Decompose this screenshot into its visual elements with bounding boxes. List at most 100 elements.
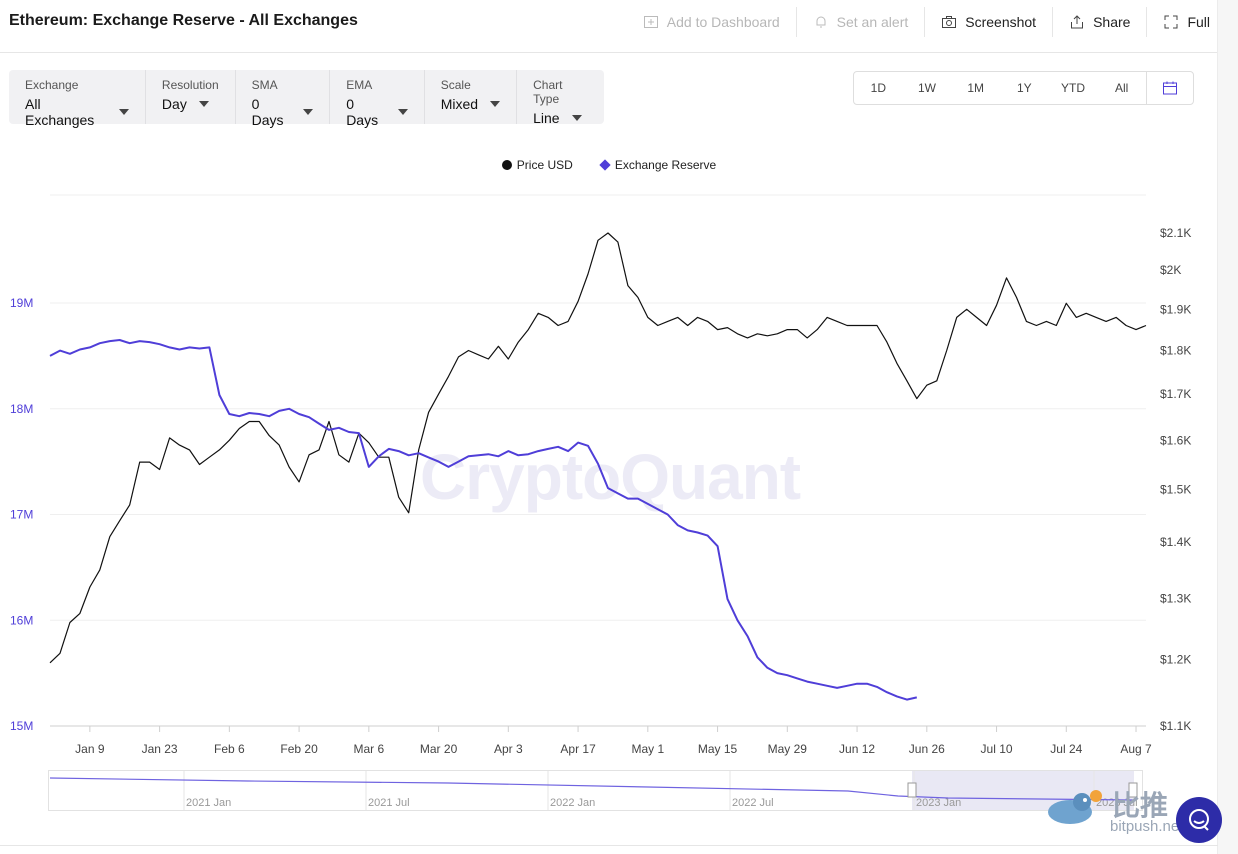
- filter-value: All Exchanges: [25, 96, 95, 128]
- filter-value: 0 Days: [346, 96, 379, 128]
- add-to-dashboard-button[interactable]: Add to Dashboard: [627, 7, 797, 37]
- y-right-tick-label: $2K: [1160, 263, 1181, 277]
- chat-button[interactable]: [1176, 797, 1222, 843]
- x-tick-label: Feb 6: [214, 742, 245, 756]
- circle-marker-icon: [501, 160, 512, 170]
- navigator-series-line: [49, 777, 1134, 801]
- navigator-label: 2022 Jan: [550, 797, 595, 809]
- x-tick-label: Mar 20: [420, 742, 458, 756]
- y-left-tick-label: 19M: [10, 296, 33, 310]
- y-right-tick-label: $1.4K: [1160, 535, 1191, 549]
- page-scrollbar[interactable]: [1217, 0, 1238, 854]
- exchange-reserve-line: [49, 339, 918, 701]
- y-right-tick-label: $2.1K: [1160, 226, 1191, 240]
- caret-down-icon: [571, 115, 582, 121]
- filter-value: 0 Days: [251, 96, 284, 128]
- set-alert-button[interactable]: Set an alert: [797, 7, 926, 37]
- navigator-left-handle[interactable]: [907, 782, 917, 798]
- y-right-tick-label: $1.1K: [1160, 719, 1191, 733]
- chart-area: 15M 16M 17M 18M 19M $1.1K $1.2K $1.3K $1.4K $1.5K…: [10, 194, 1191, 756]
- share-label: Share: [1093, 14, 1131, 30]
- navigator-label: 2023 Jan: [916, 797, 961, 809]
- filter-label: SMA: [251, 78, 278, 92]
- fullscreen-button[interactable]: Full: [1147, 7, 1218, 37]
- caret-down-icon: [490, 101, 501, 107]
- y-right-tick-label: $1.2K: [1160, 653, 1191, 667]
- x-tick-label: Jul 24: [1050, 742, 1082, 756]
- y-right-tick-label: $1.7K: [1160, 387, 1191, 401]
- y-left-tick-label: 18M: [10, 402, 33, 416]
- navigator-right-handle[interactable]: [1128, 782, 1138, 798]
- range-all-button[interactable]: All: [1115, 81, 1129, 95]
- share-button[interactable]: Share: [1053, 7, 1148, 37]
- filter-bar: Exchange All Exchanges Resolution Day SM…: [9, 70, 604, 128]
- x-tick-label: Apr 3: [494, 742, 523, 756]
- filter-scale[interactable]: Scale Mixed: [425, 70, 518, 124]
- filter-ema[interactable]: EMA 0 Days: [330, 70, 425, 128]
- screenshot-button[interactable]: Screenshot: [925, 7, 1054, 37]
- filter-resolution[interactable]: Resolution Day: [146, 70, 236, 124]
- y-right-tick-label: $1.9K: [1160, 302, 1191, 316]
- y-left-tick-label: 15M: [10, 719, 33, 733]
- filter-label: Scale: [440, 78, 471, 92]
- filter-chart-type[interactable]: Chart Type Line: [517, 70, 604, 126]
- range-ytd-button[interactable]: YTD: [1061, 81, 1086, 95]
- caret-down-icon: [397, 109, 408, 115]
- calendar-icon: [1163, 81, 1178, 95]
- diamond-marker-icon: [599, 159, 611, 171]
- range-1m-button[interactable]: 1M: [967, 81, 985, 95]
- filter-label: Chart Type: [533, 78, 563, 106]
- range-navigator[interactable]: 2021 Jan 2021 Jul 2022 Jan 2022 Jul 2023 Jan…: [48, 770, 1143, 812]
- legend-item-price[interactable]: Price USD: [501, 158, 573, 172]
- filter-value: Line: [533, 110, 560, 126]
- set-alert-label: Set an alert: [836, 14, 909, 30]
- legend-label: Price USD: [516, 158, 573, 172]
- x-tick-label: Jan 23: [142, 742, 178, 756]
- y-left-tick-label: 16M: [10, 613, 33, 627]
- y-left-tick-label: 17M: [10, 508, 33, 522]
- calendar-button[interactable]: [1146, 72, 1193, 104]
- range-1d-button[interactable]: 1D: [870, 81, 886, 95]
- navigator-label: 2021 Jan: [186, 797, 231, 809]
- y-right-tick-label: $1.8K: [1160, 344, 1191, 358]
- divider: [0, 845, 1218, 846]
- fullscreen-label: Full: [1187, 14, 1210, 30]
- filter-exchange[interactable]: Exchange All Exchanges: [9, 70, 146, 128]
- share-icon: [1071, 15, 1084, 29]
- filter-label: Exchange: [25, 78, 79, 92]
- page-title: Ethereum: Exchange Reserve - All Exchang…: [9, 12, 358, 29]
- x-tick-label: Aug 7: [1120, 742, 1152, 756]
- header-actions: Add to Dashboard Set an alert Screenshot…: [627, 0, 1218, 44]
- legend-item-reserve[interactable]: Exchange Reserve: [599, 158, 717, 172]
- brand-site: bitpush.news: [1110, 818, 1198, 835]
- brand-name: 比推: [1112, 790, 1169, 821]
- x-tick-label: May 15: [698, 742, 738, 756]
- filter-sma[interactable]: SMA 0 Days: [236, 70, 331, 128]
- navigator-label: 2021 Jul: [368, 797, 410, 809]
- bird-icon: [1048, 790, 1102, 824]
- range-1w-button[interactable]: 1W: [918, 81, 936, 95]
- caret-down-icon: [198, 101, 209, 107]
- navigator-label: 2022 Jul: [732, 797, 774, 809]
- caret-down-icon: [303, 109, 314, 115]
- chat-icon: [1189, 809, 1209, 831]
- watermark: CryptoQuant: [420, 441, 801, 513]
- fullscreen-icon: [1164, 15, 1178, 29]
- x-tick-label: Jan 9: [75, 742, 105, 756]
- add-to-dashboard-label: Add to Dashboard: [666, 14, 780, 30]
- filter-label: EMA: [346, 78, 373, 92]
- legend-label: Exchange Reserve: [614, 158, 717, 172]
- range-1y-button[interactable]: 1Y: [1017, 81, 1032, 95]
- price-usd-line: [49, 232, 1147, 664]
- x-tick-label: Apr 17: [560, 742, 596, 756]
- screenshot-label: Screenshot: [965, 14, 1037, 30]
- range-selector: 1D 1W 1M 1Y YTD All: [853, 71, 1194, 105]
- x-tick-label: Jul 10: [981, 742, 1013, 756]
- dashboard-add-icon: [643, 16, 658, 28]
- y-right-tick-label: $1.3K: [1160, 592, 1191, 606]
- x-tick-label: Mar 6: [353, 742, 384, 756]
- bitpush-logo: 比推 bitpush.news: [1040, 780, 1210, 840]
- camera-icon: [942, 16, 957, 28]
- x-tick-label: May 1: [631, 742, 664, 756]
- bell-icon: [816, 16, 826, 28]
